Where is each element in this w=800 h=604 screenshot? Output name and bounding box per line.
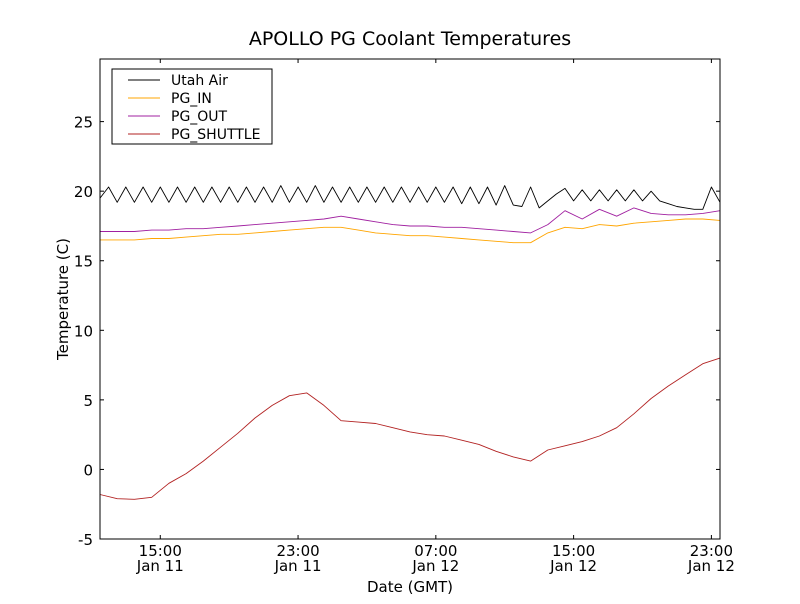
series-layer bbox=[99, 185, 721, 500]
chart-title: APOLLO PG Coolant Temperatures bbox=[249, 28, 571, 50]
series-line-pg-shuttle bbox=[99, 357, 721, 500]
series-line-utah-air bbox=[99, 185, 721, 210]
y-tick-label: 25 bbox=[74, 114, 93, 132]
x-tick-label-time: 15:00 bbox=[552, 542, 595, 560]
x-tick-label-time: 23:00 bbox=[276, 542, 319, 560]
legend-label: PG_SHUTTLE bbox=[171, 127, 260, 143]
x-tick-label-date: Jan 12 bbox=[687, 557, 735, 575]
y-tick-label: -5 bbox=[78, 531, 93, 549]
y-tick-label: 0 bbox=[83, 461, 93, 479]
x-tick-label-date: Jan 11 bbox=[136, 557, 184, 575]
series-line-pg-in bbox=[100, 218, 721, 244]
legend-label: PG_IN bbox=[171, 91, 212, 107]
x-tick-label-date: Jan 12 bbox=[411, 557, 459, 575]
y-axis-label: Temperature (C) bbox=[54, 238, 72, 361]
legend-box bbox=[111, 68, 273, 145]
plot-frame bbox=[99, 58, 721, 540]
y-tick-label: 15 bbox=[74, 253, 93, 271]
x-axis-label: Date (GMT) bbox=[367, 578, 453, 596]
series-line-pg-out bbox=[100, 207, 721, 234]
y-tick-label: 5 bbox=[83, 392, 93, 410]
x-tick-label-time: 23:00 bbox=[690, 542, 733, 560]
y-tick-label: 20 bbox=[74, 183, 93, 201]
legend: Utah Air PG_IN PG_OUT PG_SHUTTLE bbox=[111, 68, 273, 145]
legend-label: PG_OUT bbox=[171, 109, 228, 125]
legend-label: Utah Air bbox=[171, 73, 228, 89]
x-tick-label-date: Jan 12 bbox=[549, 557, 597, 575]
x-tick-label-time: 15:00 bbox=[139, 542, 182, 560]
y-tick-label: 10 bbox=[74, 322, 93, 340]
x-tick-label-date: Jan 11 bbox=[274, 557, 322, 575]
x-tick-label-time: 07:00 bbox=[414, 542, 457, 560]
